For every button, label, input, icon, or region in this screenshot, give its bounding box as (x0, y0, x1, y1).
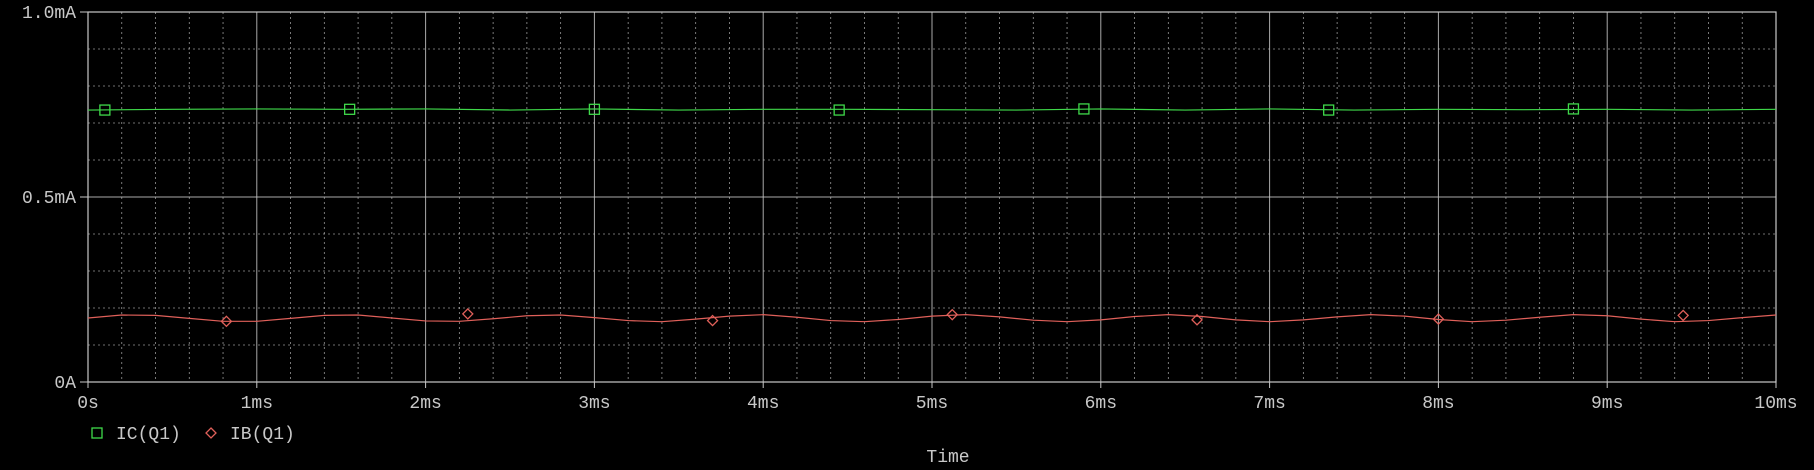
data-point-diamond (461, 308, 474, 320)
data-point-square (1567, 103, 1580, 115)
legend: IC(Q1) IB(Q1) (91, 425, 295, 445)
data-point-diamond (706, 314, 719, 327)
series-ib-q1 (87, 308, 1777, 328)
data-point-square (1078, 103, 1090, 115)
legend-label: IC(Q1) (116, 425, 181, 445)
data-point-diamond (1677, 309, 1690, 322)
series-ic-q1 (87, 103, 1777, 116)
data-point-diamond (220, 315, 233, 328)
legend-item-ic-q1: IC(Q1) (91, 425, 181, 445)
series-line-ib-q1 (87, 314, 1777, 323)
y-tick-label: 0A (54, 374, 76, 394)
data-point-square (343, 103, 356, 115)
legend-diamond-icon (205, 427, 217, 439)
data-point-diamond (946, 308, 959, 321)
data-point-diamond (1432, 313, 1445, 326)
data-point-square (99, 104, 111, 116)
data-point-square (833, 104, 845, 116)
data-point-square (1323, 104, 1335, 116)
y-axis-ticks: 0A 0.5mA 1.0mA (22, 4, 88, 394)
data-point-diamond (1191, 313, 1203, 326)
y-tick-label: 1.0mA (22, 4, 76, 24)
series-layer (87, 103, 1777, 328)
legend-item-ib-q1: IB(Q1) (205, 425, 295, 445)
x-tick-label: 8ms (1422, 394, 1454, 414)
legend-label: IB(Q1) (230, 425, 295, 445)
x-tick-label: 9ms (1591, 394, 1623, 414)
x-tick-label: 10ms (1754, 394, 1797, 414)
legend-square-icon (91, 427, 103, 439)
data-point-square (588, 103, 601, 115)
x-tick-label: 0s (77, 394, 99, 414)
x-tick-label: 3ms (578, 394, 610, 414)
y-tick-label: 0.5mA (22, 189, 76, 209)
x-tick-label: 5ms (916, 394, 948, 414)
x-axis-ticks: 0s 1ms 2ms 3ms 4ms 5ms 6ms 7ms 8ms 9ms 10ms (77, 382, 1798, 414)
x-tick-label: 7ms (1253, 394, 1285, 414)
x-tick-label: 4ms (747, 394, 779, 414)
x-tick-label: 1ms (241, 394, 273, 414)
x-tick-label: 6ms (1085, 394, 1117, 414)
grid (88, 12, 1776, 382)
series-line-ic-q1 (87, 108, 1777, 111)
x-axis-title: Time (926, 448, 969, 468)
x-tick-label: 2ms (409, 394, 441, 414)
